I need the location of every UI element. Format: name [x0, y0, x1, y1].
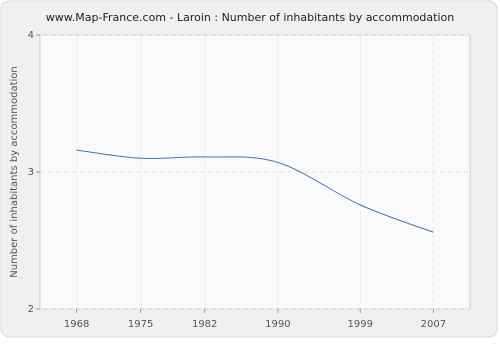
y-tick-label: 3 [28, 167, 34, 178]
x-tick-label: 1990 [265, 319, 290, 330]
data-line [76, 149, 434, 233]
x-tick-label: 1975 [128, 319, 153, 330]
x-tick-label: 1968 [64, 319, 89, 330]
x-tick-label: 1982 [192, 319, 217, 330]
x-tick-label: 1999 [347, 319, 372, 330]
chart-title: www.Map-France.com - Laroin : Number of … [46, 11, 454, 24]
y-tick-label: 4 [28, 30, 34, 41]
y-tick-label: 2 [28, 304, 34, 315]
x-tick-label: 2007 [421, 319, 446, 330]
y-axis-label: Number of inhabitants by accommodation [9, 66, 20, 278]
plot-area [39, 34, 471, 310]
